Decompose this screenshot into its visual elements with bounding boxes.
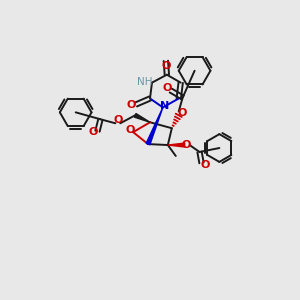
- Text: O: O: [201, 160, 210, 170]
- Polygon shape: [134, 113, 150, 122]
- Text: O: O: [125, 125, 135, 135]
- Polygon shape: [168, 143, 185, 147]
- Text: O: O: [162, 82, 172, 93]
- Text: O: O: [182, 140, 191, 150]
- Text: O: O: [114, 115, 123, 125]
- Text: N: N: [160, 101, 170, 111]
- Polygon shape: [146, 107, 163, 145]
- Text: O: O: [161, 61, 170, 71]
- Text: O: O: [89, 127, 98, 137]
- Text: NH: NH: [137, 76, 153, 87]
- Text: O: O: [177, 108, 186, 118]
- Text: O: O: [127, 100, 136, 110]
